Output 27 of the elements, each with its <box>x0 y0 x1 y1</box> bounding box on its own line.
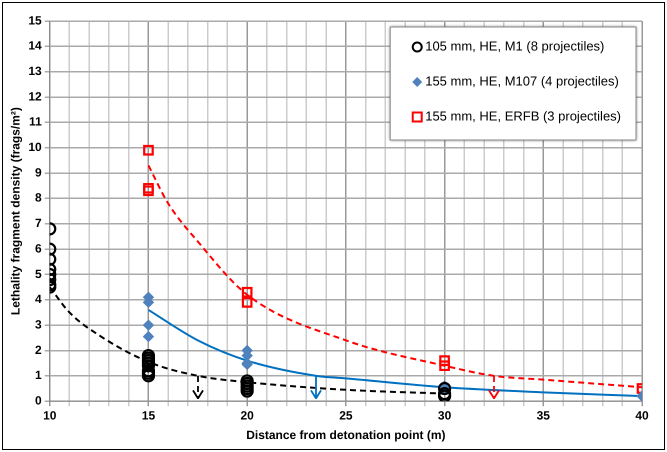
y-tick-label: 15 <box>28 13 42 28</box>
y-tick-label: 6 <box>35 241 42 256</box>
x-tick-label: 40 <box>635 408 649 423</box>
x-tick-label: 35 <box>536 408 550 423</box>
y-tick-label: 3 <box>35 317 42 332</box>
y-axis-title: Lethality fragment density (frags/m²) <box>8 107 23 316</box>
y-tick-label: 13 <box>28 64 42 78</box>
y-tick-label: 2 <box>35 342 42 357</box>
y-tick-label: 0 <box>35 394 42 408</box>
legend-label: 155 mm, HE, M107 (4 projectiles) <box>425 74 619 89</box>
x-tick-label: 20 <box>240 408 254 423</box>
y-tick-label: 8 <box>35 190 42 205</box>
legend-label: 105 mm, HE, M1 (8 projectiles) <box>425 38 604 54</box>
y-tick-label: 5 <box>35 266 42 281</box>
y-tick-label: 4 <box>35 292 42 306</box>
y-tick-label: 11 <box>29 114 42 129</box>
y-tick-label: 9 <box>35 165 42 180</box>
x-axis-title: Distance from detonation point (m) <box>246 428 446 442</box>
y-tick-label: 10 <box>28 140 42 154</box>
y-tick-label: 14 <box>28 38 42 53</box>
y-tick-label: 7 <box>35 216 42 230</box>
x-tick-label: 15 <box>142 408 156 423</box>
x-tick-label: 30 <box>438 408 452 423</box>
x-tick-label: 25 <box>339 408 353 423</box>
y-tick-label: 1 <box>35 368 42 382</box>
y-tick-label: 12 <box>28 89 42 104</box>
legend-label: 155 mm, HE, ERFB (3 projectiles) <box>425 108 622 124</box>
